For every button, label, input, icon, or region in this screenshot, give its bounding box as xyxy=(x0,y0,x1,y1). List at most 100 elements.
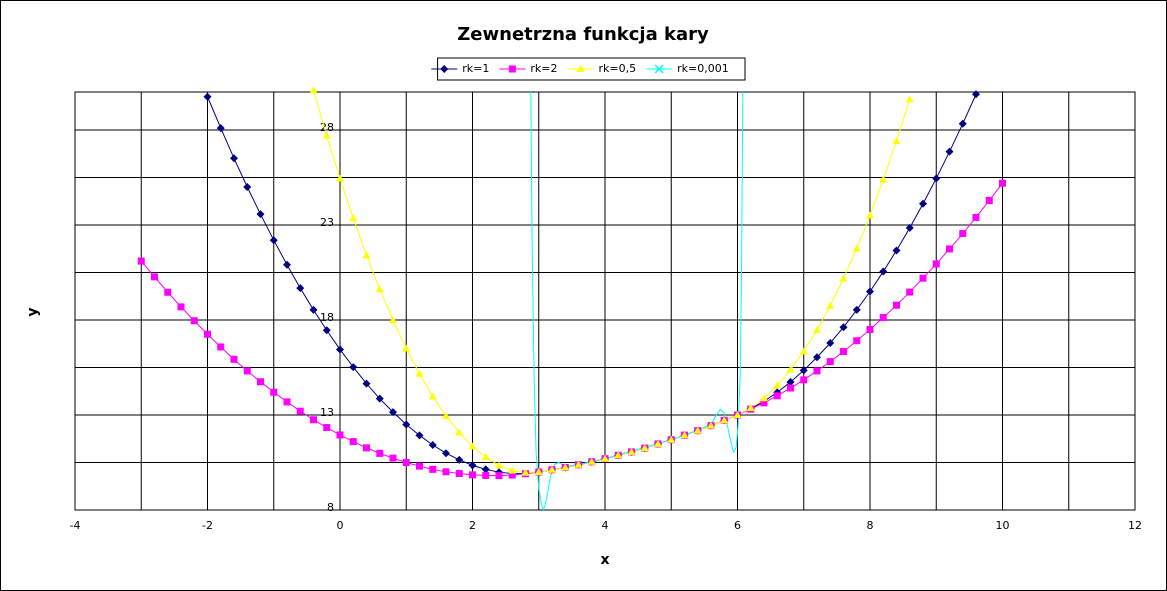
marker xyxy=(879,175,888,183)
marker xyxy=(283,398,291,406)
marker xyxy=(746,403,755,411)
marker xyxy=(428,441,437,450)
marker xyxy=(402,459,410,466)
marker xyxy=(495,472,503,480)
marker xyxy=(469,471,476,479)
marker xyxy=(203,92,212,101)
marker xyxy=(362,251,371,259)
marker xyxy=(283,260,291,269)
y-tick-label: 13 xyxy=(320,406,334,419)
marker xyxy=(787,384,794,392)
marker xyxy=(230,154,238,163)
marker xyxy=(521,468,530,476)
marker xyxy=(826,358,834,366)
marker xyxy=(852,244,861,252)
marker xyxy=(946,245,953,253)
legend-label: rk=1 xyxy=(462,62,489,75)
marker xyxy=(627,447,636,455)
marker xyxy=(799,366,808,375)
marker xyxy=(508,471,516,479)
marker xyxy=(905,223,914,232)
marker xyxy=(481,465,490,474)
marker xyxy=(243,367,251,375)
marker xyxy=(654,64,664,74)
marker xyxy=(482,471,490,479)
x-axis-title: x xyxy=(600,552,609,568)
marker xyxy=(919,274,927,282)
marker xyxy=(362,379,371,388)
marker xyxy=(548,465,556,473)
marker xyxy=(866,326,874,333)
marker xyxy=(440,65,449,73)
marker xyxy=(442,449,450,458)
marker xyxy=(468,461,477,470)
marker xyxy=(534,468,543,475)
marker xyxy=(773,381,782,389)
marker xyxy=(322,326,331,335)
legend-label: rk=0,001 xyxy=(677,62,729,75)
x-tick-label: 10 xyxy=(996,519,1010,532)
marker xyxy=(574,460,583,468)
marker xyxy=(640,444,649,452)
marker xyxy=(349,214,358,222)
marker xyxy=(375,285,384,293)
marker xyxy=(508,65,516,73)
legend-label: rk=2 xyxy=(530,62,557,75)
marker xyxy=(309,305,318,314)
marker xyxy=(576,65,585,72)
marker xyxy=(269,236,278,245)
marker xyxy=(932,174,941,183)
marker xyxy=(468,442,477,450)
marker xyxy=(323,424,331,432)
marker xyxy=(813,353,821,362)
marker xyxy=(481,453,490,461)
x-tick-label: 0 xyxy=(337,519,344,532)
marker xyxy=(256,210,265,219)
marker xyxy=(402,420,411,429)
marker xyxy=(958,119,967,128)
marker xyxy=(216,124,225,133)
marker xyxy=(349,363,358,372)
y-axis-title: y xyxy=(25,307,41,316)
marker xyxy=(959,230,967,238)
marker xyxy=(455,455,464,464)
marker xyxy=(336,174,344,182)
chart-title: Zewnetrzna funkcja kary xyxy=(457,24,709,45)
marker xyxy=(349,438,357,446)
marker xyxy=(866,211,874,219)
marker xyxy=(164,288,172,296)
marker xyxy=(813,367,821,375)
marker xyxy=(415,369,424,377)
marker xyxy=(893,301,900,309)
marker xyxy=(587,457,596,465)
marker xyxy=(892,246,901,255)
marker xyxy=(760,399,768,407)
marker xyxy=(667,435,676,443)
marker xyxy=(428,392,437,400)
marker xyxy=(905,95,914,103)
marker xyxy=(972,90,980,99)
plot-area xyxy=(74,91,1136,511)
marker xyxy=(826,338,835,347)
marker xyxy=(760,394,768,402)
x-tick-label: 6 xyxy=(734,519,741,532)
marker xyxy=(389,454,397,462)
marker xyxy=(416,462,423,470)
marker xyxy=(561,463,570,471)
marker xyxy=(852,305,861,314)
marker xyxy=(680,431,689,439)
marker xyxy=(733,411,742,418)
marker xyxy=(707,421,715,429)
y-tick-label: 28 xyxy=(320,121,334,134)
marker xyxy=(919,199,927,208)
legend-label: rk=0,5 xyxy=(599,62,637,75)
marker xyxy=(839,274,848,282)
marker xyxy=(389,408,397,417)
marker xyxy=(945,147,954,156)
x-tick-label: 4 xyxy=(602,519,609,532)
legend: rk=1 rk=2 rk=0,5 rk=0,001 xyxy=(431,57,746,81)
marker xyxy=(243,183,252,191)
y-tick-label: 23 xyxy=(320,216,334,229)
